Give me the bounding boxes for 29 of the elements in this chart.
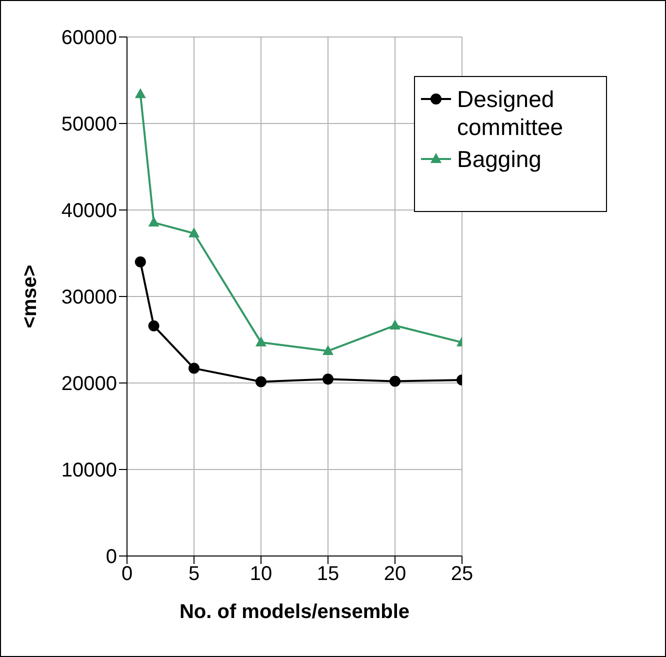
point: [256, 336, 266, 346]
y-axis-title: <mse>: [19, 264, 42, 328]
point: [188, 227, 200, 238]
y-tick-label: 20000: [61, 373, 117, 396]
y-tick-label: 0: [106, 546, 117, 568]
x-tick-label: 0: [121, 563, 133, 586]
point: [134, 88, 146, 98]
point: [322, 374, 334, 385]
x-axis-title: No. of models/ensemble: [179, 601, 410, 623]
legend-label: Designed committee: [457, 85, 564, 141]
y-tick-label: 50000: [61, 114, 117, 136]
point: [256, 376, 266, 388]
point: [134, 256, 146, 268]
x-tick-label: 10: [250, 563, 272, 586]
x-tick-label: 25: [450, 563, 474, 586]
point: [390, 319, 400, 330]
point: [148, 216, 160, 227]
y-tick-label: 30000: [61, 286, 117, 309]
y-tick-label: 40000: [61, 200, 117, 222]
point: [188, 362, 200, 374]
x-tick-label: 15: [316, 563, 340, 586]
y-tick-label: 10000: [61, 460, 117, 482]
point: [322, 344, 334, 355]
y-tick-label: 60000: [61, 27, 117, 50]
legend-label: Bagging: [457, 145, 542, 173]
point: [148, 320, 160, 332]
point: [390, 376, 400, 387]
x-tick-label: 5: [188, 563, 200, 586]
x-tick-label: 20: [384, 563, 406, 586]
